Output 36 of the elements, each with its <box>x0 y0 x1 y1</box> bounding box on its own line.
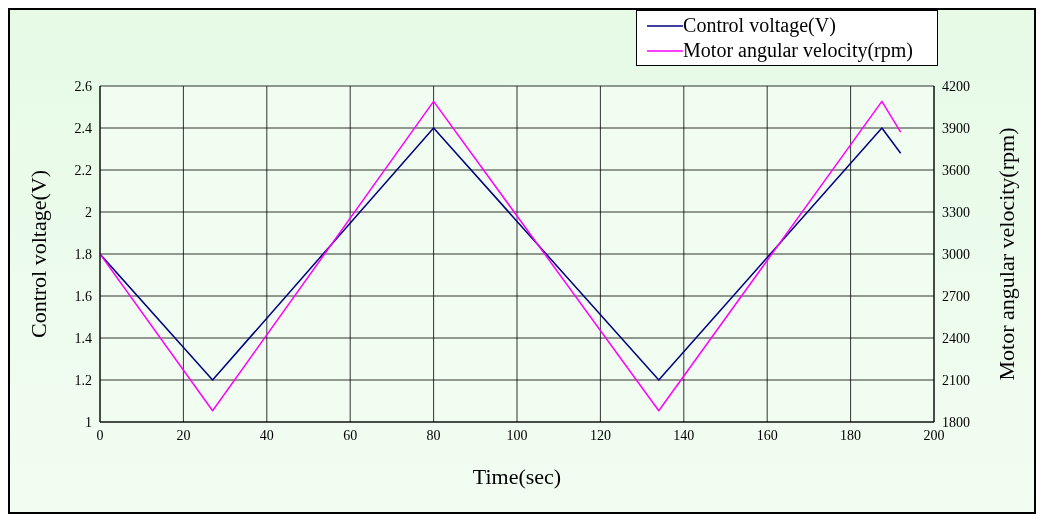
y2-tick-label: 2700 <box>942 288 970 304</box>
legend-label: Motor angular velocity(rpm) <box>683 38 913 63</box>
y2-tick-label: 2400 <box>942 330 970 346</box>
y-tick-label: 2.6 <box>74 78 92 94</box>
y2-tick-label: 1800 <box>942 414 970 430</box>
y-tick-label: 2.2 <box>74 162 92 178</box>
x-tick-label: 140 <box>673 427 695 443</box>
y2-tick-label: 4200 <box>942 78 970 94</box>
y-tick-label: 1.2 <box>74 372 92 388</box>
y-tick-label: 1.4 <box>74 330 92 346</box>
y2-tick-label: 3900 <box>942 120 970 136</box>
x-tick-label: 20 <box>176 427 191 443</box>
y-axis-title: Control voltage(V) <box>25 169 51 339</box>
x-tick-label: 60 <box>343 427 358 443</box>
x-tick-label: 120 <box>589 427 611 443</box>
x-tick-label: 40 <box>259 427 274 443</box>
x-tick-label: 100 <box>506 427 528 443</box>
y-tick-label: 2 <box>85 204 92 220</box>
y-tick-label: 1 <box>85 414 92 430</box>
y2-axis-title: Motor angular velocity(rpm) <box>993 127 1019 381</box>
x-tick-label: 160 <box>756 427 778 443</box>
y2-tick-label: 2100 <box>942 372 970 388</box>
line-series <box>100 100 902 412</box>
x-tick-label: 0 <box>96 427 104 443</box>
y2-tick-label: 3600 <box>942 162 970 178</box>
x-axis-title: Time(sec) <box>472 464 562 489</box>
y-tick-label: 1.6 <box>74 288 92 304</box>
y2-tick-label: 3300 <box>942 204 970 220</box>
y-tick-label: 2.4 <box>74 120 92 136</box>
x-tick-label: 80 <box>426 427 441 443</box>
legend-label: Control voltage(V) <box>683 13 836 38</box>
x-tick-label: 200 <box>923 427 945 443</box>
line-series <box>100 127 902 381</box>
x-tick-label: 180 <box>840 427 862 443</box>
y2-tick-label: 3000 <box>942 246 970 262</box>
y-tick-label: 1.8 <box>74 246 92 262</box>
